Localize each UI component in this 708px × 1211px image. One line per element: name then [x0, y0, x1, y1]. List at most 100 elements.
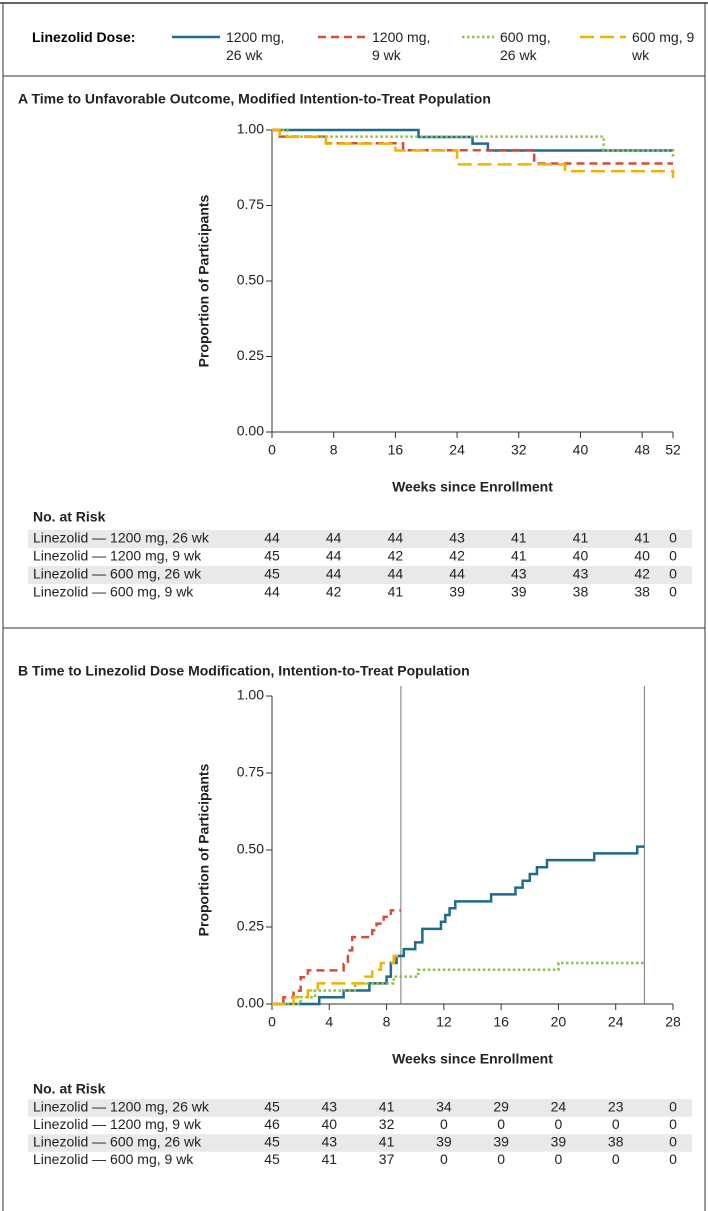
- x-tick-label: 12: [436, 1014, 452, 1030]
- risk-row-label: Linezolid — 600 mg, 9 wk: [33, 1151, 194, 1167]
- risk-value: 41: [379, 1099, 395, 1115]
- x-tick-label: 20: [551, 1014, 567, 1030]
- risk-row-label: Linezolid — 1200 mg, 9 wk: [33, 1116, 202, 1132]
- risk-value: 41: [573, 530, 589, 546]
- risk-value: 44: [388, 530, 404, 546]
- risk-value: 38: [573, 584, 589, 600]
- risk-value: 39: [551, 1134, 567, 1150]
- risk-value: 38: [634, 584, 650, 600]
- survival-curve: [272, 128, 675, 179]
- risk-value: 44: [326, 548, 342, 564]
- row-shade: [28, 530, 692, 548]
- risk-value: 39: [511, 584, 527, 600]
- risk-value: 41: [511, 548, 527, 564]
- risk-value: 0: [669, 1116, 677, 1132]
- risk-value: 44: [326, 566, 342, 582]
- survival-curve: [272, 128, 673, 165]
- risk-value: 42: [388, 548, 404, 564]
- risk-value: 0: [669, 548, 677, 564]
- risk-value: 45: [264, 548, 280, 564]
- y-tick-label: 0.25: [237, 918, 264, 934]
- risk-value: 0: [669, 1151, 677, 1167]
- y-tick-label: 0.75: [237, 196, 264, 212]
- x-axis-label: Weeks since Enrollment: [392, 1051, 553, 1067]
- risk-row-label: Linezolid — 1200 mg, 26 wk: [33, 530, 210, 546]
- x-tick-label: 52: [665, 442, 681, 458]
- risk-value: 37: [379, 1151, 395, 1167]
- risk-value: 45: [264, 1099, 280, 1115]
- risk-value: 46: [264, 1116, 280, 1132]
- risk-value: 42: [326, 584, 342, 600]
- risk-value: 45: [264, 566, 280, 582]
- risk-table-title: No. at Risk: [33, 509, 106, 525]
- risk-value: 0: [497, 1116, 505, 1132]
- x-tick-label: 0: [268, 1014, 276, 1030]
- risk-value: 0: [612, 1116, 620, 1132]
- x-tick-label: 28: [665, 1014, 681, 1030]
- y-tick-label: 0.75: [237, 764, 264, 780]
- risk-value: 40: [321, 1116, 337, 1132]
- y-tick-label: 0.25: [237, 347, 264, 363]
- risk-value: 43: [511, 566, 527, 582]
- risk-value: 38: [608, 1134, 624, 1150]
- risk-row-label: Linezolid — 1200 mg, 9 wk: [33, 548, 202, 564]
- chart-title: B Time to Linezolid Dose Modification, I…: [18, 663, 470, 679]
- x-tick-label: 48: [634, 442, 650, 458]
- risk-value: 41: [388, 584, 404, 600]
- risk-value: 44: [326, 530, 342, 546]
- risk-table-title: No. at Risk: [33, 1081, 106, 1097]
- risk-value: 29: [493, 1099, 509, 1115]
- x-tick-label: 16: [388, 442, 404, 458]
- x-tick-label: 0: [268, 442, 276, 458]
- y-axis-label: Proportion of Participants: [196, 763, 212, 936]
- risk-value: 41: [379, 1134, 395, 1150]
- risk-value: 45: [264, 1151, 280, 1167]
- risk-value: 0: [612, 1151, 620, 1167]
- risk-value: 41: [321, 1151, 337, 1167]
- x-tick-label: 4: [325, 1014, 333, 1030]
- risk-value: 0: [669, 530, 677, 546]
- risk-value: 0: [669, 566, 677, 582]
- chart-title: A Time to Unfavorable Outcome, Modified …: [18, 91, 491, 107]
- risk-row-label: Linezolid — 600 mg, 9 wk: [33, 584, 194, 600]
- y-tick-label: 1.00: [237, 121, 264, 137]
- y-tick-label: 0.50: [237, 841, 264, 857]
- x-tick-label: 8: [330, 442, 338, 458]
- risk-value: 44: [388, 566, 404, 582]
- risk-value: 42: [634, 566, 650, 582]
- x-tick-label: 8: [383, 1014, 391, 1030]
- survival-curve: [272, 128, 675, 157]
- risk-value: 43: [321, 1134, 337, 1150]
- survival-curve: [272, 909, 401, 1006]
- y-tick-label: 0.00: [237, 995, 264, 1011]
- risk-value: 44: [264, 584, 280, 600]
- legend-title: Linezolid Dose:: [32, 29, 136, 45]
- risk-value: 0: [440, 1151, 448, 1167]
- risk-value: 23: [608, 1099, 624, 1115]
- risk-row-label: Linezolid — 600 mg, 26 wk: [33, 566, 202, 582]
- risk-value: 39: [449, 584, 465, 600]
- x-tick-label: 32: [511, 442, 527, 458]
- risk-value: 39: [493, 1134, 509, 1150]
- legend-label: 1200 mg, 26 wk: [226, 29, 285, 63]
- risk-value: 0: [555, 1151, 563, 1167]
- row-shade: [28, 1134, 692, 1152]
- risk-value: 0: [440, 1116, 448, 1132]
- y-axis-label: Proportion of Participants: [196, 194, 212, 367]
- risk-value: 34: [436, 1099, 452, 1115]
- row-shade: [28, 1099, 692, 1117]
- risk-value: 0: [669, 584, 677, 600]
- risk-value: 40: [573, 548, 589, 564]
- legend-label: 1200 mg, 9 wk: [372, 29, 431, 63]
- risk-value: 0: [555, 1116, 563, 1132]
- risk-value: 43: [321, 1099, 337, 1115]
- risk-value: 0: [497, 1151, 505, 1167]
- survival-curve: [272, 961, 645, 1006]
- risk-row-label: Linezolid — 1200 mg, 26 wk: [33, 1099, 210, 1115]
- x-tick-label: 16: [493, 1014, 509, 1030]
- risk-value: 0: [669, 1099, 677, 1115]
- y-tick-label: 0.00: [237, 423, 264, 439]
- risk-value: 0: [669, 1134, 677, 1150]
